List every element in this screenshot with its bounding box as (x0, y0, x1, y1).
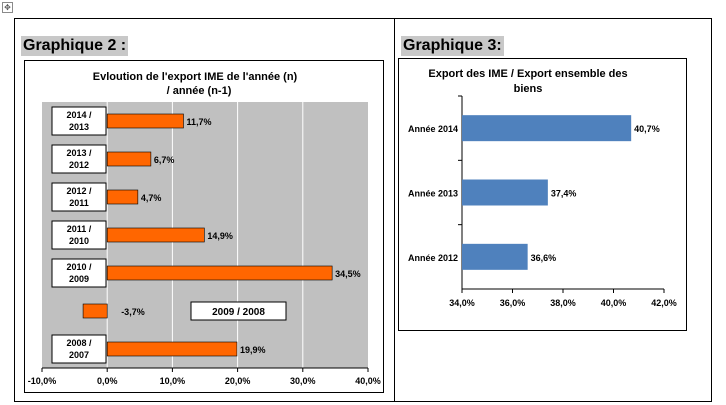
chart3-bar (462, 243, 528, 270)
chart3-bar (462, 179, 548, 206)
chart3-frame: Export des IME / Export ensemble des bie… (398, 58, 687, 331)
chart2-bar (106, 189, 139, 205)
chart2-category-box (51, 334, 107, 364)
chart3-value-label: 36,6% (531, 253, 557, 263)
chart3-x-tick-label: 42,0% (651, 298, 677, 308)
chart2-category-label: 2013 / (66, 148, 92, 158)
chart3-title-line2: biens (514, 83, 543, 95)
chart2-category-label: 2007 (69, 350, 89, 360)
chart2-category-label: 2009 (69, 274, 89, 284)
chart3-bar (462, 115, 632, 142)
chart2-value-label: 34,5% (335, 269, 361, 279)
chart2-callout: 2009 / 2008 (212, 307, 265, 318)
chart3-value-label: 37,4% (551, 189, 577, 199)
chart2-category-label: 2012 / (66, 186, 92, 196)
chart2-category-label: 2011 (69, 198, 89, 208)
chart2-bar (106, 227, 205, 243)
chart2-category-label: 2012 (69, 160, 89, 170)
chart2-category-box (51, 106, 107, 136)
chart2-value-label: 14,9% (207, 231, 233, 241)
chart3-title-line1: Export des IME / Export ensemble des (428, 68, 627, 80)
chart2-category-box (51, 144, 107, 174)
chart2-x-tick-label: 40,0% (355, 376, 381, 386)
chart2-bar (106, 341, 238, 357)
chart2-category-label: 2010 / (66, 262, 92, 272)
chart3-category-label: Année 2012 (408, 253, 458, 263)
chart2-value-label: 6,7% (154, 155, 175, 165)
chart2-x-tick-label: 10,0% (160, 376, 186, 386)
chart2-x-tick-label: -10,0% (28, 376, 57, 386)
right-table-cell (394, 18, 712, 402)
chart2-bar (106, 151, 152, 167)
chart2-category-box (51, 220, 107, 250)
chart2-svg: Evloution de l'export IME de l'année (n)… (28, 71, 381, 386)
chart2-category-label: 2008 / (66, 338, 92, 348)
chart2-callout-box (190, 301, 287, 321)
chart2-title-line2: / année (n-1) (167, 85, 232, 97)
chart2-bar (82, 303, 108, 319)
chart2-category-label: 2014 / (66, 110, 92, 120)
chart2-x-tick-label: 20,0% (225, 376, 251, 386)
chart3-category-label: Année 2014 (408, 124, 458, 134)
move-handle-icon[interactable]: ✥ (2, 2, 13, 13)
chart2-x-tick-label: 0,0% (97, 376, 118, 386)
chart3-x-tick-label: 40,0% (601, 298, 627, 308)
chart2-heading: Graphique 2 : (21, 36, 129, 56)
chart2-category-label: 2011 / (67, 224, 92, 234)
chart3-category-label: Année 2013 (408, 189, 458, 199)
chart2-value-label: 11,7% (186, 117, 211, 127)
chart2-frame: Evloution de l'export IME de l'année (n)… (24, 60, 384, 393)
chart3-x-tick-label: 34,0% (449, 298, 475, 308)
chart2-bar (106, 265, 333, 281)
chart2-value-label: 19,9% (240, 345, 266, 355)
chart3-svg: Export des IME / Export ensemble des bie… (408, 68, 677, 308)
chart3-x-tick-label: 38,0% (550, 298, 576, 308)
chart3-heading: Graphique 3: (401, 36, 504, 56)
chart2-category-box (51, 182, 107, 212)
chart2-title-line1: Evloution de l'export IME de l'année (n) (93, 71, 298, 83)
chart3-x-tick-label: 36,0% (500, 298, 526, 308)
chart3-value-label: 40,7% (634, 124, 660, 134)
chart2-value-label: 4,7% (141, 193, 162, 203)
chart2-bar (106, 113, 184, 129)
chart2-category-box (51, 258, 107, 288)
chart2-category-label: 2013 (69, 122, 89, 132)
chart2-x-tick-label: 30,0% (290, 376, 316, 386)
chart2-value-label: -3,7% (121, 307, 145, 317)
chart2-category-label: 2010 (69, 236, 89, 246)
